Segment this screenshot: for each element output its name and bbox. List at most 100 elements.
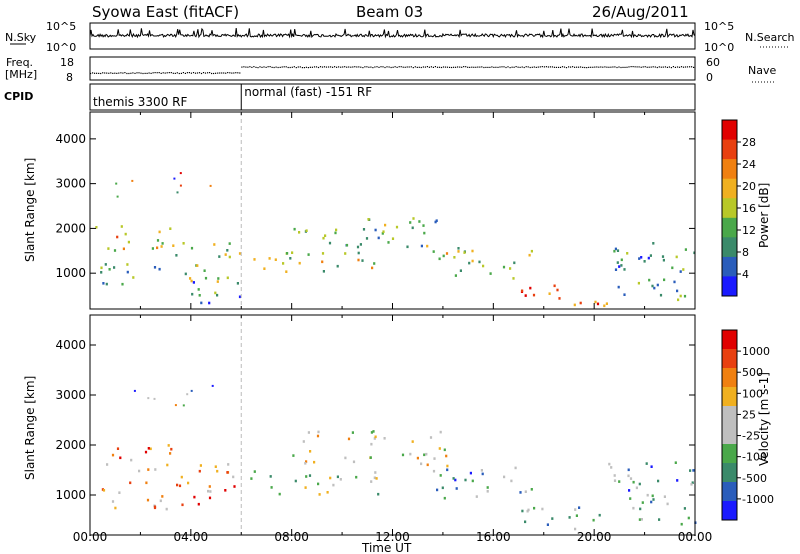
freq-point (374, 66, 376, 68)
freq-point (483, 66, 485, 69)
x-tick-label: 00:00 (73, 530, 108, 544)
y-tick-label: 3000 (55, 388, 86, 402)
freq-point (90, 72, 92, 75)
freq-point (277, 66, 279, 69)
range-cell (187, 481, 190, 485)
range-cell (207, 489, 210, 493)
range-cell (224, 489, 227, 492)
colorbar-segment (722, 482, 737, 502)
range-cell (361, 259, 364, 262)
range-cell (131, 179, 134, 182)
range-cell (434, 220, 437, 224)
y-tick-label: 3000 (55, 177, 86, 191)
range-cell (666, 502, 669, 506)
freq-point (479, 66, 481, 68)
freq-point (293, 66, 295, 68)
range-cell (594, 300, 597, 304)
freq-point (434, 66, 436, 68)
freq-point (315, 66, 318, 68)
freq-point (574, 66, 576, 68)
freq-point (313, 66, 316, 68)
range-cell (357, 258, 360, 262)
freq-point (509, 67, 511, 69)
freq-point (489, 66, 491, 68)
range-cell (274, 258, 277, 261)
colorbar-frame (721, 329, 738, 521)
freq-trace (90, 66, 695, 75)
range-cell (643, 260, 646, 263)
freq-point (610, 66, 612, 68)
freq-point (606, 66, 608, 68)
freq-point (640, 66, 642, 68)
freq-point (402, 66, 404, 68)
range-cell (653, 286, 656, 290)
range-cell (226, 276, 229, 280)
freq-point (239, 72, 241, 74)
range-cell (167, 444, 170, 447)
velocity-ylabel: Slant Range [km] (23, 376, 37, 480)
freq-point (572, 66, 574, 68)
range-cell (455, 487, 458, 490)
range-cell (429, 436, 433, 439)
range-cell (153, 397, 156, 400)
freq-point (636, 66, 638, 68)
freq-point (398, 66, 400, 68)
freq-point (654, 66, 656, 68)
cpid-segment-label: themis 3300 RF (93, 95, 187, 109)
range-cell (294, 479, 297, 483)
freq-point (364, 66, 366, 68)
range-cell (161, 242, 164, 245)
range-cell (628, 489, 631, 492)
freq-point (211, 72, 213, 75)
freq-point (451, 66, 453, 69)
range-cell (684, 248, 687, 251)
range-cell (673, 280, 676, 284)
colorbar-segment (722, 178, 737, 199)
range-cell (574, 508, 577, 511)
range-cell (111, 453, 115, 457)
freq-point (666, 66, 668, 68)
range-cell (149, 447, 152, 451)
colorbar-segment (722, 276, 737, 297)
range-cell (503, 475, 506, 479)
range-cell (416, 456, 419, 460)
colorbar-segment (722, 217, 737, 238)
freq-point (457, 66, 459, 68)
range-cell (305, 475, 308, 478)
range-cell (438, 447, 441, 450)
freq-point (200, 72, 203, 75)
freq-point (658, 66, 660, 68)
range-cell (616, 249, 620, 252)
freq-point (334, 66, 336, 68)
range-cell (369, 456, 372, 459)
range-cell (671, 266, 674, 270)
range-cell (208, 485, 211, 488)
range-cell (179, 172, 182, 175)
range-cell (374, 471, 377, 474)
range-cell (422, 224, 425, 227)
power-colorbar: 28 24 20 16 12 8 4 (721, 119, 756, 297)
freq-point (223, 72, 225, 74)
range-cell (426, 244, 429, 248)
range-cell (532, 293, 536, 297)
range-cell (513, 261, 516, 265)
range-cell (304, 462, 307, 465)
freq-point (352, 66, 354, 68)
freq-point (196, 72, 199, 74)
range-cell (603, 304, 606, 308)
range-cell (526, 509, 529, 513)
range-cell (116, 195, 119, 198)
freq-point (467, 66, 469, 68)
freq-point (582, 66, 584, 68)
range-cell (335, 228, 338, 232)
freq-point (204, 72, 207, 74)
range-cell (286, 252, 289, 255)
freq-point (568, 66, 570, 68)
range-cell (418, 220, 421, 223)
freq-point (98, 72, 100, 74)
range-cell (127, 240, 130, 244)
range-cell (374, 228, 377, 232)
range-cell (370, 480, 373, 483)
range-cell (661, 255, 665, 258)
range-cell (166, 463, 169, 467)
